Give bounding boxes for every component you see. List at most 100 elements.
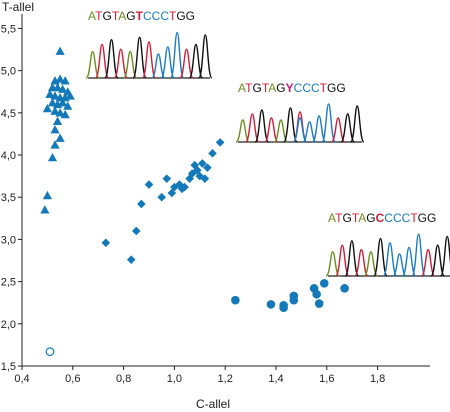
x-tick-label: 1,2 (218, 373, 233, 385)
triangle-point (55, 133, 65, 142)
sequence-base: C (311, 81, 320, 95)
trace-peak (94, 43, 110, 79)
triangle-point (55, 46, 65, 55)
triangle-point (58, 98, 68, 107)
x-tick-label: 1,0 (167, 373, 182, 385)
trace-peak (311, 115, 327, 143)
sequence-base: G (186, 9, 195, 23)
triangle-point (47, 152, 58, 162)
trace-peak (104, 38, 119, 79)
trace-peak (349, 105, 365, 143)
y-tick-label: 2,0 (1, 319, 16, 331)
sequence-base: C (160, 9, 169, 23)
sequence-base: T (320, 81, 328, 95)
sequence-base: G (176, 9, 185, 23)
x-tick-label: 0,6 (65, 373, 80, 385)
chromatogram-inset: ATGTAGCCCCTGG (325, 211, 450, 277)
circle-point (266, 300, 276, 309)
trace-peak (325, 251, 341, 277)
trace-peak (334, 244, 350, 277)
triangle-point (58, 84, 68, 93)
sequence-base: T (95, 9, 103, 23)
trace-peak (354, 248, 369, 277)
triangle-point (60, 109, 70, 119)
circle-point (319, 278, 329, 288)
diamond-point (208, 149, 217, 158)
sequence-base: T (410, 211, 418, 225)
x-axis-title: C-allel (196, 397, 230, 411)
x-tick-label: 0,4 (14, 373, 29, 385)
x-tick-label: 1,8 (370, 373, 385, 385)
sequence-base: A (238, 81, 246, 95)
triangle-point (42, 190, 52, 200)
ticks: 0,4 0,6 0,8 1,0 1,2 1,4 1,6 1,8 1,5 2,0 2,5 3,0 3,5 4… (1, 23, 386, 385)
sequence-base: A (88, 9, 96, 23)
triangle-point (42, 104, 52, 113)
data-points (40, 46, 349, 357)
sequence-base: G (336, 81, 345, 95)
diamond-point (198, 159, 207, 168)
sequence-base: T (169, 9, 177, 23)
trace-peak (302, 121, 317, 143)
triangle-point (65, 91, 75, 100)
trace-peak (244, 113, 260, 143)
sequence-base: C (143, 9, 152, 23)
open-circle-point (45, 347, 55, 357)
sequence-base: C (294, 81, 303, 95)
diamond-point (132, 226, 141, 236)
sequence-base: A (118, 9, 126, 23)
sequence-base: G (327, 81, 336, 95)
trace-peak (235, 119, 250, 143)
sequence-base: G (276, 81, 285, 95)
trace-peak (264, 117, 279, 143)
trace-peak (179, 48, 194, 79)
sequence-base: G (418, 211, 427, 225)
triangle-point (45, 89, 55, 98)
diamond-point (215, 138, 225, 147)
sequence-base: C (402, 211, 411, 225)
trace-peak (321, 103, 336, 143)
circle-point (279, 300, 288, 310)
y-axis-title: T-allel (2, 0, 34, 14)
circle-point (340, 284, 349, 293)
sequence-base: Y (286, 81, 294, 95)
trace-peak (151, 53, 166, 79)
trace-peak (330, 117, 346, 143)
x-tick-label: 0,8 (116, 373, 131, 385)
trace-peak (439, 235, 450, 277)
triangle-point (55, 74, 65, 83)
sequence-label: ATGTAGTCCCTGG (88, 9, 195, 23)
sequence-base: A (328, 211, 336, 225)
trace-peak (254, 109, 270, 143)
triangle-point (52, 82, 63, 92)
sequence-base: T (262, 81, 270, 95)
y-tick-label: 3,5 (1, 192, 16, 204)
diamond-point (144, 180, 154, 189)
trace-peak (85, 50, 100, 79)
sequence-base: T (112, 9, 120, 23)
trace-peak (132, 36, 147, 79)
sequence-base: T (245, 81, 253, 95)
y-tick-label: 4,0 (1, 150, 16, 162)
diamond-point (137, 199, 146, 209)
x-tick-label: 1,6 (319, 373, 334, 385)
trace-peak (283, 107, 298, 143)
sequence-base: G (102, 9, 111, 23)
circle-point (231, 295, 240, 305)
x-tick-label: 1,4 (268, 373, 283, 385)
trace-peak (113, 48, 129, 79)
trace-peak (392, 253, 407, 277)
sequence-label: ATGTAGCCCCTGG (328, 211, 436, 225)
sequence-base: C (376, 211, 385, 225)
trace-peak (344, 240, 360, 277)
triangle-point (50, 91, 60, 100)
circle-point (289, 291, 299, 301)
trace-peak (292, 117, 308, 143)
sequence-base: C (393, 211, 402, 225)
sequence-base: A (358, 211, 366, 225)
y-tick-label: 5,5 (1, 23, 16, 35)
trace-peak (401, 246, 417, 277)
trace-peak (122, 50, 138, 79)
